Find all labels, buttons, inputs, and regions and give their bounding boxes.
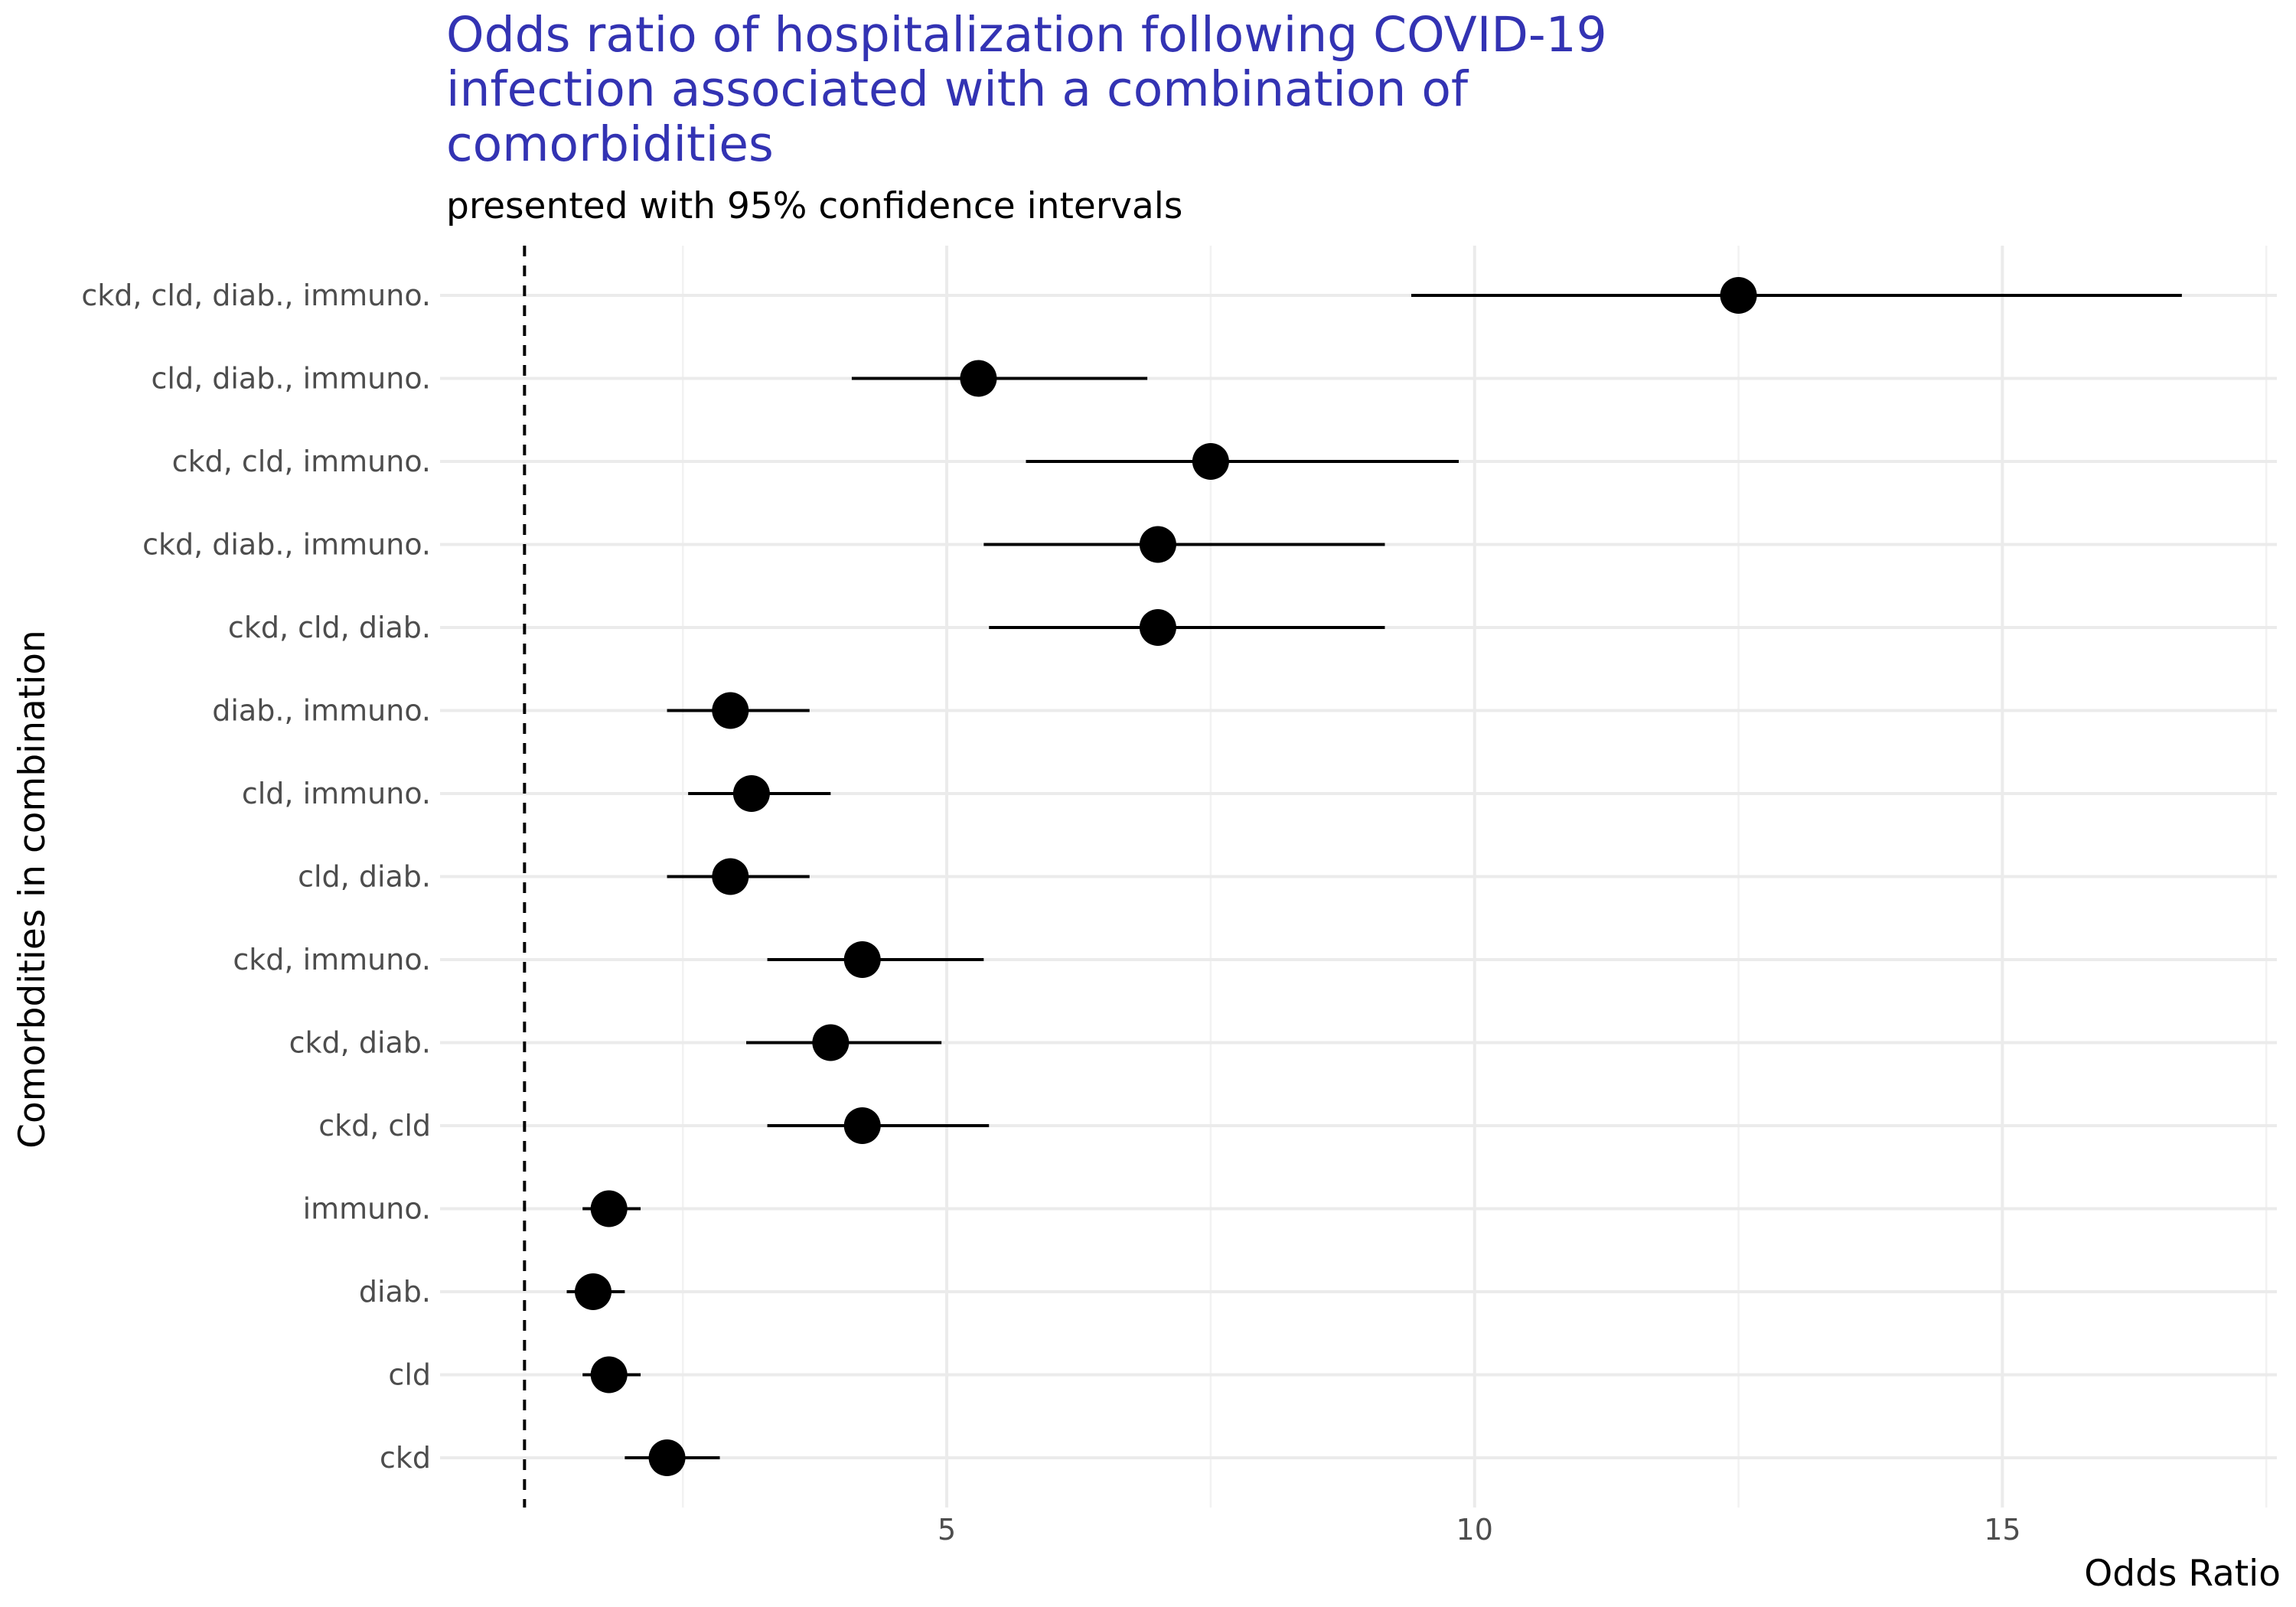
- y-tick-label: ckd, immuno.: [233, 943, 431, 976]
- estimate-point: [1139, 526, 1176, 563]
- estimate-point: [712, 858, 749, 895]
- x-tick-labels: 5 10 15: [938, 1513, 2021, 1547]
- y-tick-label: ckd, cld, immuno.: [172, 445, 431, 478]
- y-tick-label: ckd: [380, 1441, 431, 1475]
- point-layer: [575, 277, 1757, 1476]
- estimate-point: [812, 1024, 850, 1061]
- x-tick-label: 10: [1456, 1513, 1493, 1547]
- estimate-point: [1720, 277, 1757, 314]
- x-axis-label: Odds Ratio: [2084, 1553, 2281, 1595]
- estimate-point: [648, 1439, 686, 1476]
- estimate-point: [590, 1190, 628, 1227]
- x-tick-label: 15: [1984, 1513, 2020, 1547]
- estimate-point: [712, 692, 749, 729]
- y-axis-label: Comorbdities in combination: [11, 630, 54, 1149]
- estimate-point: [732, 775, 770, 812]
- y-tick-label: immuno.: [303, 1192, 431, 1226]
- grid-layer: [440, 246, 2277, 1508]
- estimate-point: [1139, 609, 1176, 646]
- y-tick-label: diab., immuno.: [212, 694, 431, 728]
- y-tick-labels: ckd, cld, diab., immuno. cld, diab., immu…: [81, 279, 431, 1475]
- y-tick-label: ckd, cld, diab.: [228, 611, 431, 644]
- x-tick-label: 5: [938, 1513, 956, 1547]
- estimate-point: [575, 1273, 612, 1310]
- estimate-point: [843, 941, 881, 978]
- y-tick-label: cld, diab.: [298, 860, 431, 894]
- estimate-point: [843, 1107, 881, 1144]
- y-tick-label: ckd, diab., immuno.: [142, 528, 431, 562]
- y-tick-label: cld, immuno.: [242, 777, 431, 810]
- chart-title-line-3: comorbidities: [446, 116, 774, 172]
- chart-title-line-1: Odds ratio of hospitalization following …: [446, 7, 1607, 63]
- y-tick-label: cld: [388, 1358, 431, 1392]
- chart-subtitle: presented with 95% confidence intervals: [446, 185, 1182, 227]
- estimate-point: [1192, 443, 1229, 480]
- y-tick-label: ckd, diab.: [289, 1026, 431, 1060]
- y-tick-label: ckd, cld, diab., immuno.: [81, 279, 431, 312]
- y-tick-label: ckd, cld: [318, 1109, 431, 1143]
- estimate-point: [960, 360, 997, 397]
- chart-title-line-2: infection associated with a combination …: [446, 61, 1469, 117]
- y-tick-label: diab.: [359, 1275, 431, 1309]
- estimate-point: [590, 1356, 628, 1393]
- y-tick-label: cld, diab., immuno.: [152, 362, 431, 396]
